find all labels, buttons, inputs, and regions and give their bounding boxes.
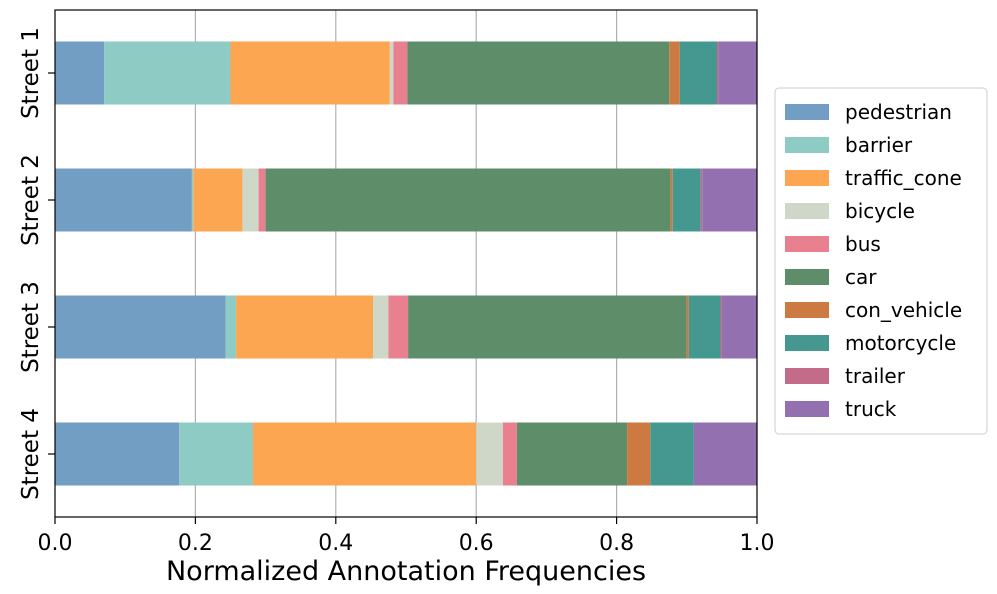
bar-segment-con_vehicle bbox=[670, 168, 673, 232]
bar-segment-truck bbox=[693, 422, 757, 486]
bar-segment-bus bbox=[502, 422, 517, 486]
bar-segment-barrier bbox=[225, 295, 237, 359]
bar-segment-traffic_cone bbox=[193, 168, 243, 232]
bar-segment-car bbox=[516, 422, 628, 486]
bar-segment-bus bbox=[258, 168, 266, 232]
legend-swatch-trailer bbox=[785, 368, 829, 384]
bar-segment-pedestrian bbox=[55, 41, 105, 105]
legend-label-bicycle: bicycle bbox=[845, 199, 915, 223]
bar-segment-con_vehicle bbox=[627, 422, 651, 486]
legend-label-car: car bbox=[845, 265, 877, 289]
legend-swatch-truck bbox=[785, 401, 829, 417]
x-tick-label: 0.2 bbox=[178, 531, 213, 556]
y-category-label: Street 3 bbox=[18, 281, 44, 373]
bar-segment-bicycle bbox=[373, 295, 389, 359]
x-tick-label: 1.0 bbox=[740, 531, 775, 556]
bar-segment-pedestrian bbox=[55, 422, 180, 486]
bar-segment-bicycle bbox=[389, 41, 394, 105]
bar-segment-barrier bbox=[191, 168, 194, 232]
legend-swatch-bicycle bbox=[785, 203, 829, 219]
bar-segments bbox=[55, 41, 757, 486]
bar-segment-truck bbox=[718, 41, 757, 105]
legend-label-con_vehicle: con_vehicle bbox=[845, 298, 962, 322]
legend-label-truck: truck bbox=[845, 397, 897, 421]
x-axis-title: Normalized Annotation Frequencies bbox=[166, 556, 646, 587]
bar-segment-motorcycle bbox=[679, 41, 717, 105]
x-tick-label: 0.8 bbox=[599, 531, 634, 556]
y-category-label: Street 4 bbox=[18, 408, 44, 500]
bar-segment-con_vehicle bbox=[669, 41, 680, 105]
bar-segment-traffic_cone bbox=[230, 41, 390, 105]
plot-frame bbox=[54, 9, 758, 518]
bar-segment-motorcycle bbox=[688, 295, 721, 359]
bar-segment-bicycle bbox=[242, 168, 259, 232]
bar-segment-trailer bbox=[720, 295, 722, 359]
legend-label-traffic_cone: traffic_cone bbox=[845, 166, 962, 190]
legend-swatch-traffic_cone bbox=[785, 170, 829, 186]
bar-segment-motorcycle bbox=[672, 168, 701, 232]
y-axis: Street 1 Street 2 Street 3 Street 4 bbox=[18, 27, 55, 500]
bar-segment-car bbox=[265, 168, 671, 232]
bar-segment-truck bbox=[702, 168, 757, 232]
legend-label-bus: bus bbox=[845, 232, 881, 256]
bar-segment-bicycle bbox=[476, 422, 503, 486]
bar-segment-con_vehicle bbox=[686, 295, 689, 359]
bar-segment-bus bbox=[388, 295, 409, 359]
legend-swatch-bus bbox=[785, 236, 829, 252]
x-tick-label: 0.6 bbox=[459, 531, 494, 556]
bar-segment-trailer bbox=[700, 168, 703, 232]
y-category-label: Street 1 bbox=[18, 27, 44, 119]
x-axis: 0.0 0.2 0.4 0.6 0.8 1.0 bbox=[38, 517, 775, 556]
bar-segment-barrier bbox=[179, 422, 253, 486]
legend-label-motorcycle: motorcycle bbox=[845, 331, 956, 355]
legend-swatch-con_vehicle bbox=[785, 302, 829, 318]
bar-segment-barrier bbox=[104, 41, 231, 105]
bar-segment-trailer bbox=[716, 41, 719, 105]
bar-segment-pedestrian bbox=[55, 295, 226, 359]
x-tick-label: 0.0 bbox=[38, 531, 73, 556]
legend-label-trailer: trailer bbox=[845, 364, 906, 388]
legend-swatch-pedestrian bbox=[785, 104, 829, 120]
legend-swatch-barrier bbox=[785, 137, 829, 153]
bar-segment-car bbox=[407, 41, 670, 105]
bar-segment-bus bbox=[393, 41, 408, 105]
legend-label-barrier: barrier bbox=[845, 133, 913, 157]
x-tick-label: 0.4 bbox=[318, 531, 353, 556]
bar-segment-car bbox=[408, 295, 687, 359]
bar-segment-traffic_cone bbox=[236, 295, 374, 359]
bar-segment-truck bbox=[721, 295, 757, 359]
bar-segment-pedestrian bbox=[55, 168, 192, 232]
y-category-label: Street 2 bbox=[18, 154, 44, 246]
legend-swatch-car bbox=[785, 269, 829, 285]
legend-swatch-motorcycle bbox=[785, 335, 829, 351]
legend-label-pedestrian: pedestrian bbox=[845, 100, 952, 124]
bar-segment-traffic_cone bbox=[252, 422, 477, 486]
bar-segment-motorcycle bbox=[650, 422, 694, 486]
